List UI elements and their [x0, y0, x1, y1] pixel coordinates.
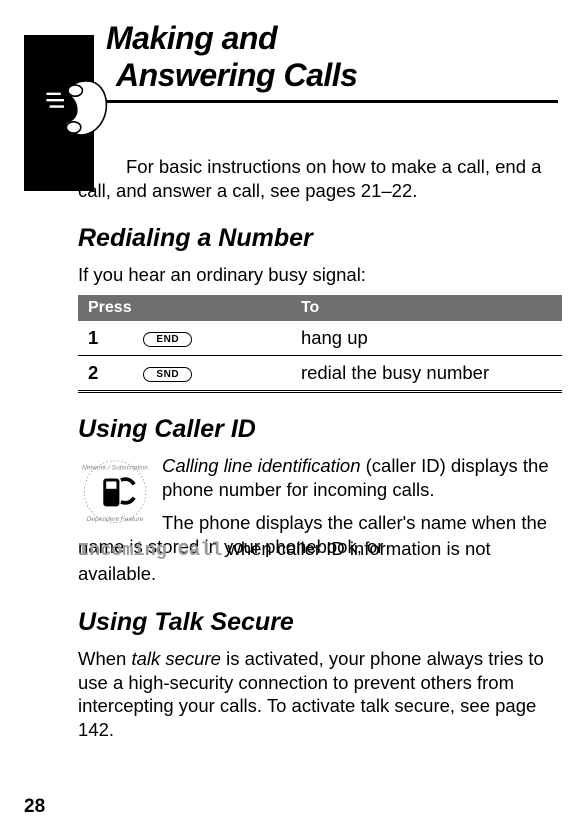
network-feature-icon: Network / Subscription Dependent Feature: [78, 458, 152, 524]
key-pill: SND: [143, 367, 192, 382]
key-pill: END: [143, 332, 192, 347]
talksecure-p-em: talk secure: [131, 648, 220, 669]
callerid-block: Network / Subscription Dependent Feature…: [78, 454, 562, 586]
chapter-title: Making and Answering Calls: [106, 20, 566, 103]
table-header-to: To: [291, 295, 562, 321]
table-row: 1 END hang up: [78, 321, 562, 356]
chapter-title-line2: Answering Calls: [116, 57, 566, 94]
svg-text:Dependent Feature: Dependent Feature: [87, 516, 144, 523]
table-step: 1: [78, 321, 143, 356]
table-row: 2 SND redial the busy number: [78, 356, 562, 392]
press-to-table: Press To 1 END hang up 2 SND redial the …: [78, 295, 562, 393]
table-key: SND: [143, 356, 291, 392]
talksecure-p-a: When: [78, 648, 131, 669]
heading-talksecure: Using Talk Secure: [78, 608, 562, 637]
body-content: For basic instructions on how to make a …: [78, 155, 562, 742]
callerid-p2-cont: Incoming Call when caller ID information…: [78, 537, 562, 586]
redial-sub: If you hear an ordinary busy signal:: [78, 263, 562, 287]
svg-text:Network / Subscription: Network / Subscription: [82, 465, 148, 472]
table-header-press: Press: [78, 295, 291, 321]
table-step: 2: [78, 356, 143, 392]
title-rule: [106, 100, 558, 103]
intro-paragraph: For basic instructions on how to make a …: [78, 155, 562, 202]
heading-callerid: Using Caller ID: [78, 415, 562, 444]
chapter-title-line1: Making and: [106, 20, 566, 57]
table-key: END: [143, 321, 291, 356]
table-to: redial the busy number: [291, 356, 562, 392]
heading-redialing: Redialing a Number: [78, 224, 562, 253]
callerid-p1-em: Calling line identification: [162, 455, 360, 476]
page-number: 28: [24, 796, 45, 818]
incoming-call-label: Incoming Call: [78, 540, 222, 561]
table-to: hang up: [291, 321, 562, 356]
talksecure-p: When talk secure is activated, your phon…: [78, 647, 562, 742]
